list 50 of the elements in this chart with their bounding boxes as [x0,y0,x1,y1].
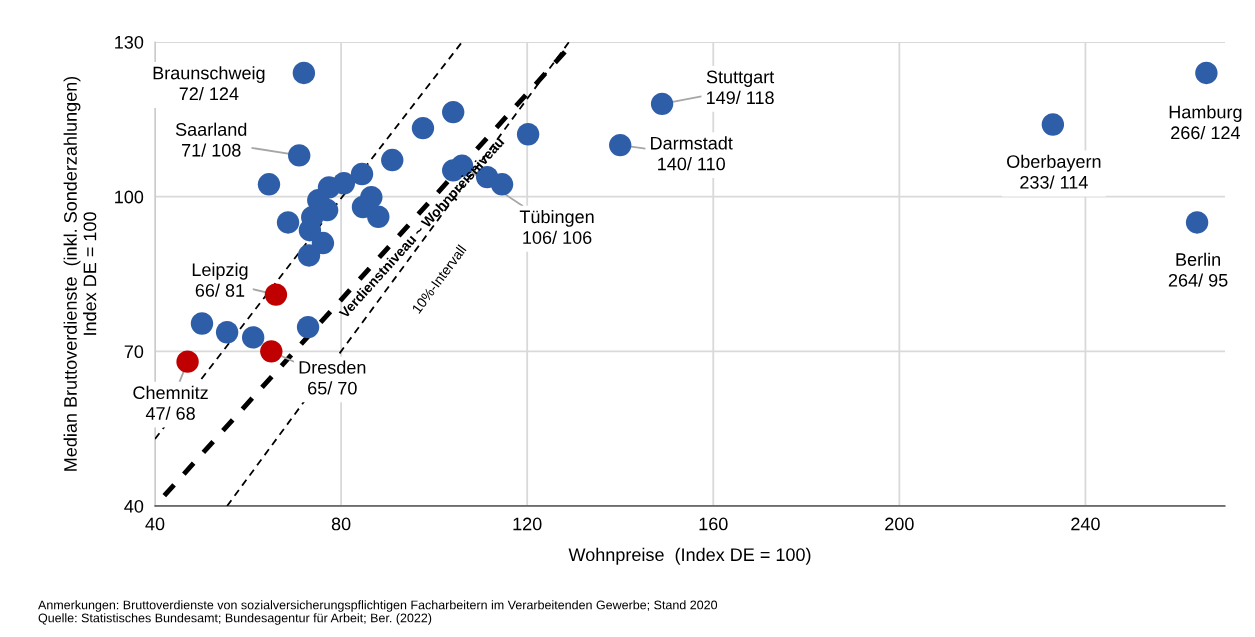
x-tick-label: 200 [885,517,914,531]
y-tick-label: 40 [124,499,144,513]
point [276,211,300,234]
point [264,283,288,306]
annotation: Tübingen 106/ 106 [519,209,594,244]
point [367,205,390,228]
annotation: Stuttgart 149/ 118 [706,70,775,105]
point [650,92,674,116]
point [351,195,375,219]
point [381,148,404,172]
point [241,326,265,349]
annotation: Darmstadt 140/ 110 [651,136,733,171]
point [350,162,374,186]
x-tick-label: 80 [331,517,351,531]
point [442,100,465,124]
x-axis-title: Wohnpreise (Index DE = 100) [568,547,811,565]
source-note: Quelle: Statistisches Bundesamt; Bundesagentur für Arbeit; Ber. (2022) [38,613,432,625]
point [215,321,239,344]
x-tick-label: 240 [1071,517,1100,531]
x-tick-label: 160 [699,517,728,531]
point [292,61,316,85]
point [297,244,321,267]
point [257,173,281,196]
y-tick-label: 70 [124,345,144,359]
y-tick-label: 130 [115,35,144,49]
point [1041,113,1065,136]
annotation: Braunschweig 72/ 124 [153,66,265,101]
point [288,144,311,167]
annotation: Hamburg 266/ 124 [1169,105,1242,140]
annotation: Chemnitz 47/ 68 [133,385,208,420]
y-axis-title: Median Bruttoverdienste (inkl. Sonderzahlungen) Index DE = 100 [63,76,97,471]
point [296,315,320,339]
point [411,116,435,140]
annotation: Saarland 71/ 108 [175,122,247,157]
x-tick-label: 40 [145,517,165,531]
point [1195,61,1218,85]
annotation: Berlin 264/ 95 [1168,252,1228,287]
annotation: Oberbayern 233/ 114 [1007,154,1101,189]
point [260,340,283,363]
y-tick-label: 100 [115,190,144,204]
point [1185,211,1209,234]
point [176,350,199,373]
x-tick-label: 120 [513,517,542,531]
point [311,231,335,255]
annotation: Dresden 65/ 70 [299,360,366,395]
point [190,312,214,335]
text: Anmerkungen: Bruttoverdienste von sozialversicherungspflichtigen Facharbeitern im Verarbeitenden Gewerbe; Stand 2020 [38,600,718,612]
point [516,123,540,146]
annotation: Leipzig 66/ 81 [192,262,248,297]
point [609,133,632,157]
